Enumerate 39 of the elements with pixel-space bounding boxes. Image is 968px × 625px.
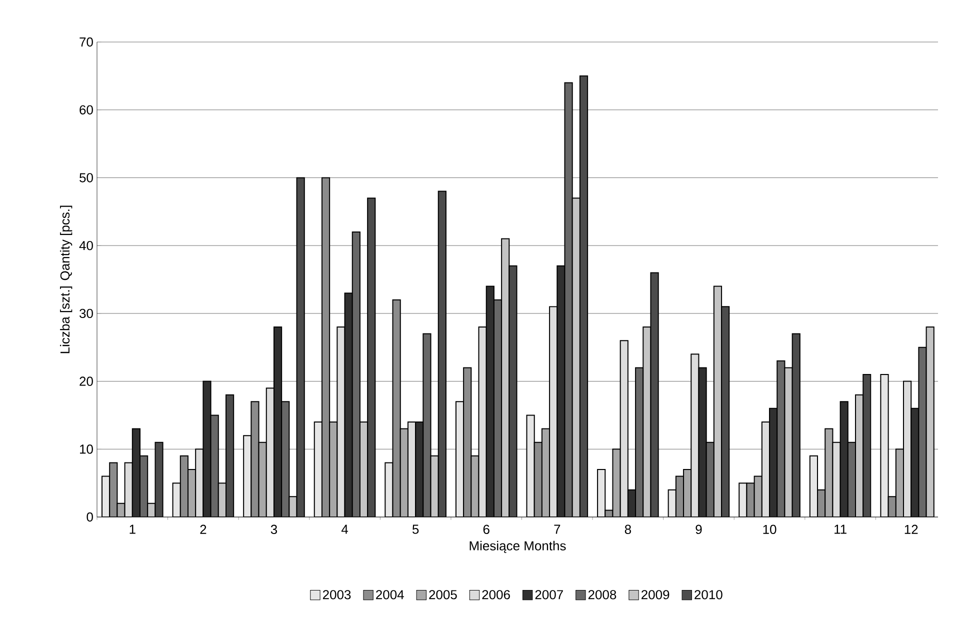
bar xyxy=(832,442,841,517)
x-tick-label: 2 xyxy=(200,524,206,534)
y-tick-label: 0 xyxy=(86,512,93,522)
bar xyxy=(336,326,346,517)
legend-label: 2009 xyxy=(642,590,670,600)
x-tick-label: 11 xyxy=(834,524,846,534)
bar xyxy=(880,374,889,517)
x-tick-label: 8 xyxy=(624,524,631,534)
y-tick-label: 10 xyxy=(80,444,93,454)
x-tick-label: 9 xyxy=(696,524,702,534)
legend-label: 2005 xyxy=(429,590,457,600)
bar xyxy=(784,367,793,517)
y-tick-label: 50 xyxy=(80,173,93,182)
x-tick-label: 6 xyxy=(483,524,490,534)
legend-label: 2010 xyxy=(694,590,722,600)
y-tick-label: 30 xyxy=(80,308,93,318)
x-tick-label: 10 xyxy=(763,524,776,534)
bar xyxy=(612,448,621,517)
x-tick-label: 12 xyxy=(904,524,918,534)
y-axis-title: Liczba [szt.] Qantity [pcs.] xyxy=(60,206,72,354)
x-tick-label: 4 xyxy=(341,524,348,534)
x-tick-label: 7 xyxy=(554,524,560,534)
y-tick-label: 60 xyxy=(80,105,93,114)
y-tick-label: 40 xyxy=(79,240,93,250)
legend-label: 2006 xyxy=(482,590,510,600)
legend-label: 2008 xyxy=(588,590,616,600)
bar xyxy=(918,346,927,517)
y-tick-label: 70 xyxy=(80,37,93,47)
x-tick-label: 1 xyxy=(130,524,136,534)
x-tick-label: 5 xyxy=(412,524,419,534)
legend-label: 2007 xyxy=(535,590,563,600)
legend-label: 2004 xyxy=(376,590,404,600)
bar xyxy=(384,462,394,517)
y-tick-label: 20 xyxy=(80,376,93,386)
x-tick-label: 3 xyxy=(270,524,278,534)
bar xyxy=(422,333,432,517)
bar xyxy=(250,401,260,517)
legend-label: 2003 xyxy=(322,590,351,600)
x-axis-title: Miesiące Months xyxy=(470,540,566,554)
